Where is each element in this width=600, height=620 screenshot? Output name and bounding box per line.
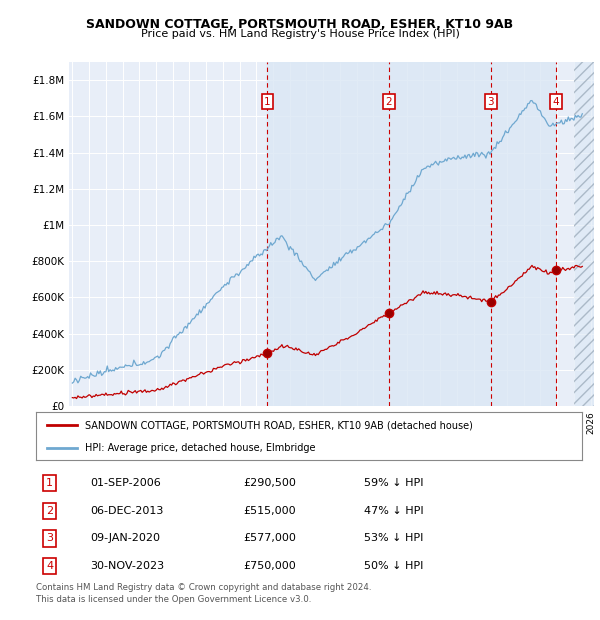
Text: HPI: Average price, detached house, Elmbridge: HPI: Average price, detached house, Elmb…	[85, 443, 316, 453]
Text: 2: 2	[385, 97, 392, 107]
Text: 1: 1	[46, 479, 53, 489]
Text: 01-SEP-2006: 01-SEP-2006	[91, 479, 161, 489]
Bar	[491, 62, 556, 406]
Text: 50% ↓ HPI: 50% ↓ HPI	[364, 561, 423, 571]
Text: 06-DEC-2013: 06-DEC-2013	[91, 506, 164, 516]
Text: £577,000: £577,000	[244, 533, 296, 543]
Text: 3: 3	[46, 533, 53, 543]
Text: Contains HM Land Registry data © Crown copyright and database right 2024.
This d: Contains HM Land Registry data © Crown c…	[36, 583, 371, 604]
Bar	[389, 62, 491, 406]
Text: £750,000: £750,000	[244, 561, 296, 571]
Text: 3: 3	[488, 97, 494, 107]
Text: 59% ↓ HPI: 59% ↓ HPI	[364, 479, 423, 489]
Text: 53% ↓ HPI: 53% ↓ HPI	[364, 533, 423, 543]
Text: 2: 2	[46, 506, 53, 516]
Bar	[574, 62, 599, 406]
Text: 47% ↓ HPI: 47% ↓ HPI	[364, 506, 423, 516]
Text: 30-NOV-2023: 30-NOV-2023	[91, 561, 165, 571]
Text: £515,000: £515,000	[244, 506, 296, 516]
Text: 4: 4	[553, 97, 559, 107]
Text: £290,500: £290,500	[244, 479, 296, 489]
Bar	[268, 62, 389, 406]
Text: 1: 1	[264, 97, 271, 107]
Text: Price paid vs. HM Land Registry's House Price Index (HPI): Price paid vs. HM Land Registry's House …	[140, 29, 460, 39]
Text: 4: 4	[46, 561, 53, 571]
Text: SANDOWN COTTAGE, PORTSMOUTH ROAD, ESHER, KT10 9AB: SANDOWN COTTAGE, PORTSMOUTH ROAD, ESHER,…	[86, 19, 514, 31]
Text: SANDOWN COTTAGE, PORTSMOUTH ROAD, ESHER, KT10 9AB (detached house): SANDOWN COTTAGE, PORTSMOUTH ROAD, ESHER,…	[85, 420, 473, 430]
Text: 09-JAN-2020: 09-JAN-2020	[91, 533, 161, 543]
